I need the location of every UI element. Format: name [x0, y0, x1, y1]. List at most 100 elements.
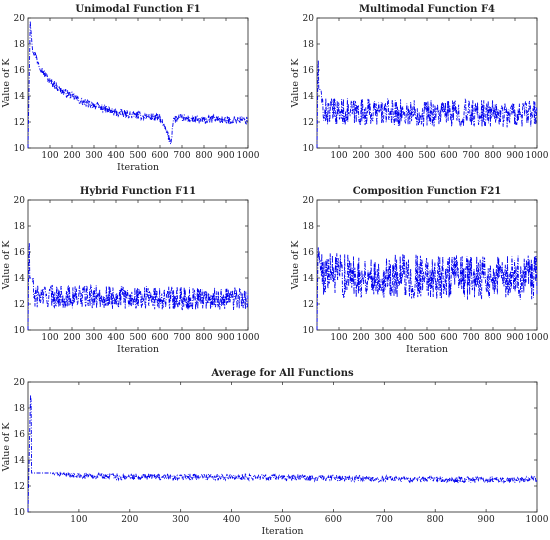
- x-tick-label: 300: [172, 515, 189, 525]
- y-tick-label: 18: [14, 222, 26, 232]
- x-tick-label: 600: [325, 515, 342, 525]
- plot-area: [316, 17, 538, 149]
- x-tick-label: 1000: [237, 333, 260, 343]
- x-tick-label: 1000: [526, 151, 549, 161]
- y-tick-label: 10: [303, 144, 315, 154]
- x-tick-label: 100: [330, 333, 347, 343]
- y-tick-label: 18: [14, 404, 26, 414]
- x-tick-label: 900: [506, 333, 523, 343]
- chart-title: Multimodal Function F4: [359, 4, 495, 15]
- x-tick-label: 600: [440, 333, 457, 343]
- x-tick-label: 200: [121, 515, 138, 525]
- subplot-4: Composition Function F21 Value of K Iterat…: [290, 186, 549, 355]
- x-tick-label: 1000: [526, 333, 549, 343]
- x-tick-label: 500: [129, 333, 146, 343]
- chart-title: Hybrid Function F11: [80, 186, 196, 197]
- y-tick-label: 16: [14, 430, 26, 440]
- y-axis-label: Value of K: [1, 240, 12, 291]
- x-tick-label: 100: [330, 151, 347, 161]
- x-tick-label: 800: [427, 515, 444, 525]
- y-tick-label: 18: [303, 222, 315, 232]
- x-tick-label: 900: [478, 515, 495, 525]
- y-tick-label: 20: [14, 196, 26, 206]
- x-tick-label: 700: [173, 151, 190, 161]
- plot-area: [27, 199, 249, 331]
- x-tick-label: 500: [418, 151, 435, 161]
- y-tick-label: 12: [14, 118, 25, 128]
- y-tick-label: 20: [14, 14, 26, 24]
- y-tick-label: 12: [303, 300, 314, 310]
- series-line: [316, 247, 538, 331]
- x-tick-label: 900: [506, 151, 523, 161]
- x-tick-label: 100: [41, 151, 58, 161]
- plot-area: [27, 381, 538, 513]
- y-tick-label: 14: [303, 274, 315, 284]
- y-tick-label: 14: [14, 92, 26, 102]
- subplot-5: Average for All Functions Value of K Itera…: [1, 368, 549, 537]
- x-tick-label: 800: [484, 151, 501, 161]
- x-tick-label: 700: [376, 515, 393, 525]
- x-tick-label: 600: [151, 151, 168, 161]
- x-tick-label: 700: [173, 333, 190, 343]
- y-axis-label: Value of K: [1, 422, 12, 473]
- x-tick-label: 400: [396, 151, 413, 161]
- series-line: [27, 21, 249, 149]
- x-tick-label: 600: [440, 151, 457, 161]
- x-tick-label: 400: [107, 333, 124, 343]
- x-tick-label: 600: [151, 333, 168, 343]
- y-tick-label: 10: [14, 144, 26, 154]
- x-tick-label: 500: [274, 515, 291, 525]
- y-tick-label: 16: [14, 248, 26, 258]
- x-tick-label: 300: [374, 333, 391, 343]
- y-tick-label: 14: [14, 456, 26, 466]
- y-tick-label: 10: [303, 326, 315, 336]
- subplot-3: Hybrid Function F11 Value of K Iteration 10…: [1, 186, 260, 355]
- chart-title: Composition Function F21: [353, 186, 502, 197]
- x-tick-label: 900: [217, 333, 234, 343]
- x-tick-label: 300: [374, 151, 391, 161]
- x-axis-label: Iteration: [406, 344, 448, 355]
- y-tick-label: 14: [303, 92, 315, 102]
- chart-title: Average for All Functions: [210, 368, 354, 379]
- y-tick-label: 12: [14, 482, 25, 492]
- y-tick-label: 16: [303, 66, 315, 76]
- x-tick-label: 200: [63, 151, 80, 161]
- x-tick-label: 900: [217, 151, 234, 161]
- x-axis-label: Iteration: [117, 162, 159, 173]
- x-tick-label: 400: [396, 333, 413, 343]
- x-tick-label: 700: [462, 333, 479, 343]
- y-tick-label: 16: [14, 66, 26, 76]
- y-tick-label: 18: [303, 40, 315, 50]
- x-tick-label: 400: [107, 151, 124, 161]
- series-line: [27, 394, 538, 513]
- subplot-2: Multimodal Function F4 Value of K 10 12 14 16…: [290, 4, 549, 161]
- y-tick-label: 16: [303, 248, 315, 258]
- y-tick-label: 10: [14, 508, 26, 518]
- y-tick-label: 18: [14, 40, 26, 50]
- y-axis-label: Value of K: [290, 240, 301, 291]
- y-tick-label: 20: [303, 196, 315, 206]
- y-axis-label: Value of K: [1, 58, 12, 109]
- series-line: [27, 242, 249, 331]
- y-tick-label: 12: [303, 118, 314, 128]
- x-tick-label: 800: [195, 333, 212, 343]
- y-tick-label: 12: [14, 300, 25, 310]
- x-tick-label: 1000: [526, 515, 549, 525]
- chart-title: Unimodal Function F1: [75, 4, 200, 15]
- x-tick-label: 400: [223, 515, 240, 525]
- x-tick-label: 300: [85, 151, 102, 161]
- plot-area: [27, 17, 249, 149]
- series-line: [316, 60, 538, 149]
- y-tick-label: 20: [303, 14, 315, 24]
- x-tick-label: 1000: [237, 151, 260, 161]
- y-tick-label: 20: [14, 378, 26, 388]
- y-tick-label: 14: [14, 274, 26, 284]
- x-axis-label: Iteration: [117, 344, 159, 355]
- x-tick-label: 200: [352, 333, 369, 343]
- x-tick-label: 200: [63, 333, 80, 343]
- x-tick-label: 100: [70, 515, 87, 525]
- x-tick-label: 700: [462, 151, 479, 161]
- y-tick-label: 10: [14, 326, 26, 336]
- y-axis-label: Value of K: [290, 58, 301, 109]
